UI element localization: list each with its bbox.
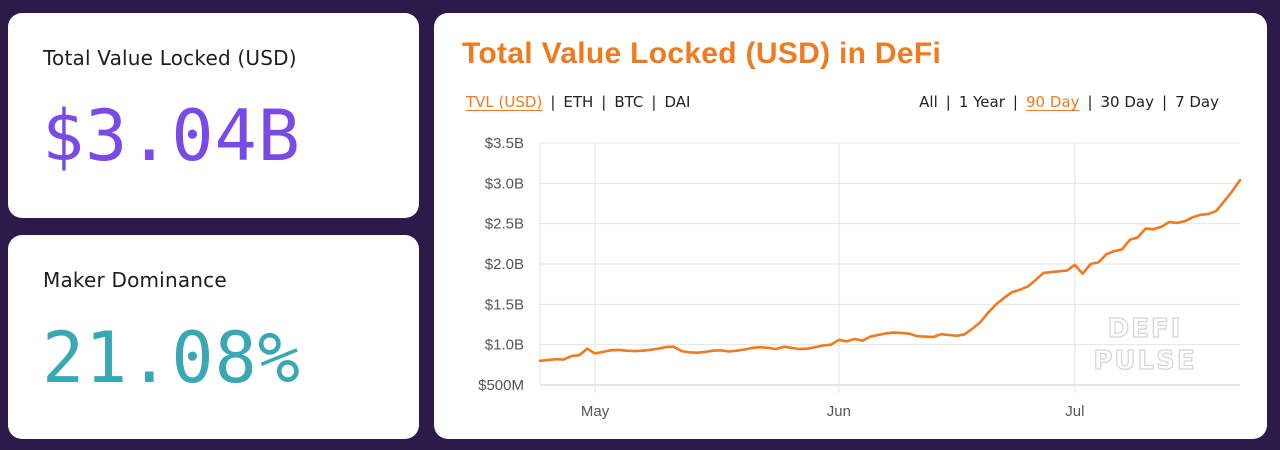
series-option-tvl-usd[interactable]: TVL (USD) (466, 93, 543, 111)
toggle-separator: | (651, 93, 657, 111)
toggle-separator: | (550, 93, 556, 111)
series-option-eth[interactable]: ETH (563, 93, 594, 111)
series (538, 178, 1242, 363)
range-option-all[interactable]: All (919, 93, 938, 111)
toggle-separator: | (1162, 93, 1168, 111)
y-tick-label: $1.5B (485, 296, 524, 313)
x-tick-label: Jul (1065, 403, 1084, 420)
axes: $500M $1.0B $1.5B $2.0B $2.5B $3.0B $3.5B May Ju… (478, 135, 1084, 420)
x-tick-label: May (581, 403, 610, 420)
series-option-btc[interactable]: BTC (614, 93, 644, 111)
tvl-label: Total Value Locked (USD) (43, 46, 297, 70)
grid (540, 142, 1240, 393)
y-tick-label: $500M (478, 377, 524, 394)
tvl-stat-card: Total Value Locked (USD) $3.04B (8, 13, 419, 218)
y-tick-label: $2.0B (485, 256, 524, 273)
range-option-90-day[interactable]: 90 Day (1025, 93, 1080, 111)
maker-dominance-card: Maker Dominance 21.08% (8, 235, 419, 439)
watermark-line-1: DEFI (1108, 314, 1183, 344)
toggle-separator: | (601, 93, 607, 111)
y-tick-label: $2.5B (485, 216, 524, 233)
y-tick-label: $3.0B (485, 175, 524, 192)
y-tick-label: $3.5B (485, 135, 524, 152)
tvl-series-line (538, 178, 1242, 363)
range-toggle: All | 1 Year | 90 Day | 30 Day | 7 Day (919, 93, 1219, 111)
x-tick-label: Jun (827, 403, 851, 420)
y-tick-label: $1.0B (485, 337, 524, 354)
series-option-dai[interactable]: DAI (664, 93, 691, 111)
toggle-separator: | (945, 93, 951, 111)
toggle-separator: | (1012, 93, 1018, 111)
series-toggle: TVL (USD) | ETH | BTC | DAI (466, 93, 690, 111)
range-option-30-day[interactable]: 30 Day (1100, 93, 1154, 111)
defi-pulse-watermark: DEFI PULSE (1093, 313, 1196, 376)
tvl-value: $3.04B (42, 95, 301, 177)
watermark-line-2: PULSE (1093, 346, 1196, 376)
maker-dominance-value: 21.08% (42, 317, 301, 399)
maker-dominance-label: Maker Dominance (43, 268, 227, 292)
chart-title: Total Value Locked (USD) in DeFi (462, 37, 942, 70)
tvl-chart-card: $500M $1.0B $1.5B $2.0B $2.5B $3.0B $3.5B May Ju… (434, 13, 1267, 439)
tvl-line-chart: $500M $1.0B $1.5B $2.0B $2.5B $3.0B $3.5B May Ju… (478, 135, 1242, 420)
range-option-1-year[interactable]: 1 Year (958, 93, 1005, 111)
range-option-7-day[interactable]: 7 Day (1175, 93, 1219, 111)
toggle-separator: | (1087, 93, 1093, 111)
